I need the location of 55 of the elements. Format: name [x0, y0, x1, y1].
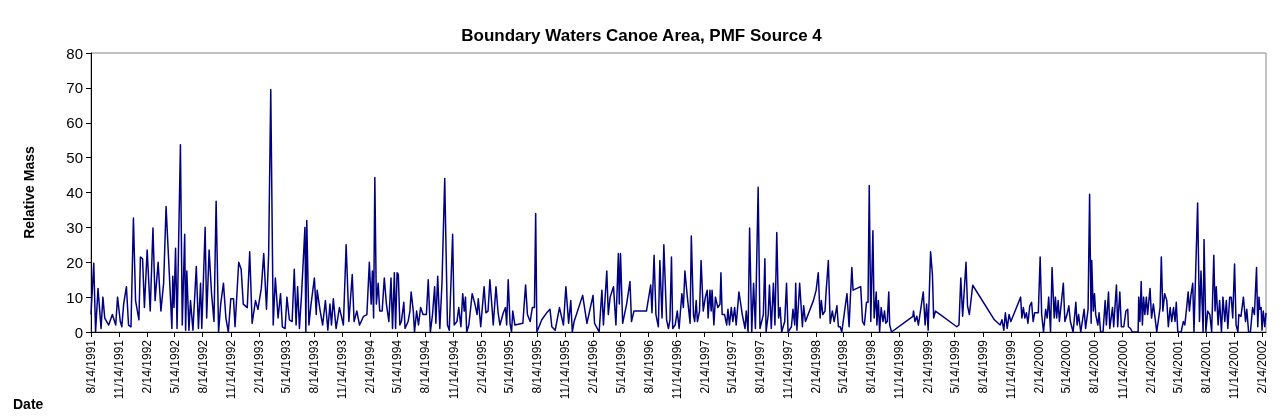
x-tick-label: 5/14/1996 [613, 339, 628, 394]
y-tick-label: 20 [66, 253, 83, 271]
x-tick-label: 8/14/1999 [975, 339, 990, 394]
x-tick-label: 2/14/1992 [140, 339, 155, 394]
x-tick-label: 11/14/1998 [892, 339, 907, 400]
chart-title: Boundary Waters Canoe Area, PMF Source 4 [461, 26, 823, 45]
y-tick-label: 70 [66, 79, 83, 97]
x-tick-label: 11/14/1997 [781, 339, 796, 400]
x-tick-label: 2/14/1999 [920, 339, 935, 394]
x-tick-label: 8/14/1993 [307, 339, 322, 394]
x-tick-label: 11/14/2001 [1226, 339, 1241, 400]
x-tick-label: 2/14/1997 [697, 339, 712, 394]
x-axis-title: Date [13, 396, 44, 412]
y-tick-label: 10 [66, 288, 83, 306]
x-tick-label: 2/14/2000 [1031, 339, 1046, 394]
x-tick-label: 2/14/1993 [251, 339, 266, 394]
y-tick-label: 40 [66, 184, 83, 201]
y-axis-title: Relative Mass [21, 145, 37, 239]
x-tick-label: 11/14/1995 [557, 339, 572, 400]
x-tick-label: 8/14/1991 [84, 339, 98, 394]
x-tick-label: 11/14/1999 [1003, 339, 1018, 400]
y-tick-label: 30 [66, 218, 83, 236]
x-tick-label: 8/14/1997 [752, 339, 767, 394]
x-tick-label: 8/14/1996 [641, 339, 656, 394]
x-tick-label: 8/14/1994 [418, 339, 433, 394]
x-tick-label: 11/14/1994 [446, 339, 461, 400]
x-tick-label: 2/14/1996 [586, 339, 601, 394]
x-tick-label: 8/14/1998 [864, 339, 879, 394]
x-tick-label: 11/14/1991 [112, 339, 127, 400]
x-tick-label: 8/14/1995 [529, 339, 544, 394]
x-tick-label: 11/14/1996 [669, 339, 684, 400]
x-tick-label: 5/14/1992 [167, 339, 182, 394]
x-tick-label: 8/14/2000 [1087, 339, 1102, 394]
x-tick-label: 2/14/1995 [474, 339, 489, 394]
x-tick-label: 5/14/2000 [1059, 339, 1074, 394]
x-tick-label: 8/14/2001 [1198, 339, 1213, 394]
x-tick-label: 8/14/1992 [195, 339, 210, 394]
x-tick-label: 5/14/1995 [501, 339, 516, 394]
x-tick-label: 5/14/1999 [947, 339, 962, 394]
x-tick-label: 2/14/1994 [363, 339, 378, 394]
x-tick-label: 5/14/1993 [279, 339, 294, 394]
x-tick-label: 11/14/1993 [335, 339, 350, 400]
y-tick-label: 80 [66, 44, 83, 62]
x-tick-label: 5/14/2001 [1170, 339, 1185, 394]
x-tick-label: 2/14/2001 [1143, 339, 1158, 394]
x-tick-label: 11/14/2000 [1115, 339, 1130, 400]
y-tick-label: 60 [66, 114, 83, 132]
x-tick-label: 5/14/1997 [724, 339, 739, 394]
x-tick-label: 11/14/1992 [223, 339, 238, 400]
x-tick-label: 2/14/2002 [1255, 339, 1270, 394]
x-tick-label: 5/14/1998 [836, 339, 851, 394]
y-tick-label: 50 [66, 149, 83, 167]
x-tick-label: 2/14/1998 [809, 339, 824, 394]
y-tick-label: 0 [74, 323, 83, 341]
x-tick-label: 5/14/1994 [390, 339, 405, 394]
